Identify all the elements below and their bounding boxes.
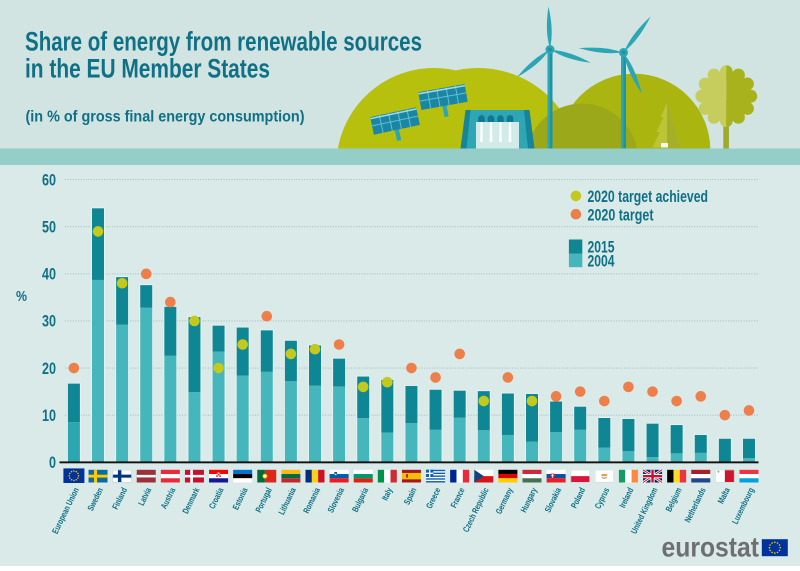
svg-text:2020 target achieved: 2020 target achieved	[588, 188, 709, 206]
svg-text:eurostat: eurostat	[662, 532, 760, 563]
svg-text:10: 10	[42, 407, 56, 425]
svg-text:50: 50	[42, 219, 56, 237]
svg-text:(in % of gross final energy co: (in % of gross final energy consumption)	[26, 109, 305, 126]
svg-text:2020 target: 2020 target	[588, 207, 654, 225]
svg-text:60: 60	[42, 171, 56, 189]
svg-text:Share of energy from renewable: Share of energy from renewable sources	[25, 27, 422, 57]
svg-text:30: 30	[42, 313, 56, 331]
svg-text:40: 40	[42, 266, 56, 284]
svg-text:%: %	[16, 289, 27, 305]
svg-text:20: 20	[42, 360, 56, 378]
svg-text:2004: 2004	[588, 252, 615, 270]
svg-text:0: 0	[49, 454, 56, 472]
svg-text:in the EU Member States: in the EU Member States	[25, 54, 270, 84]
